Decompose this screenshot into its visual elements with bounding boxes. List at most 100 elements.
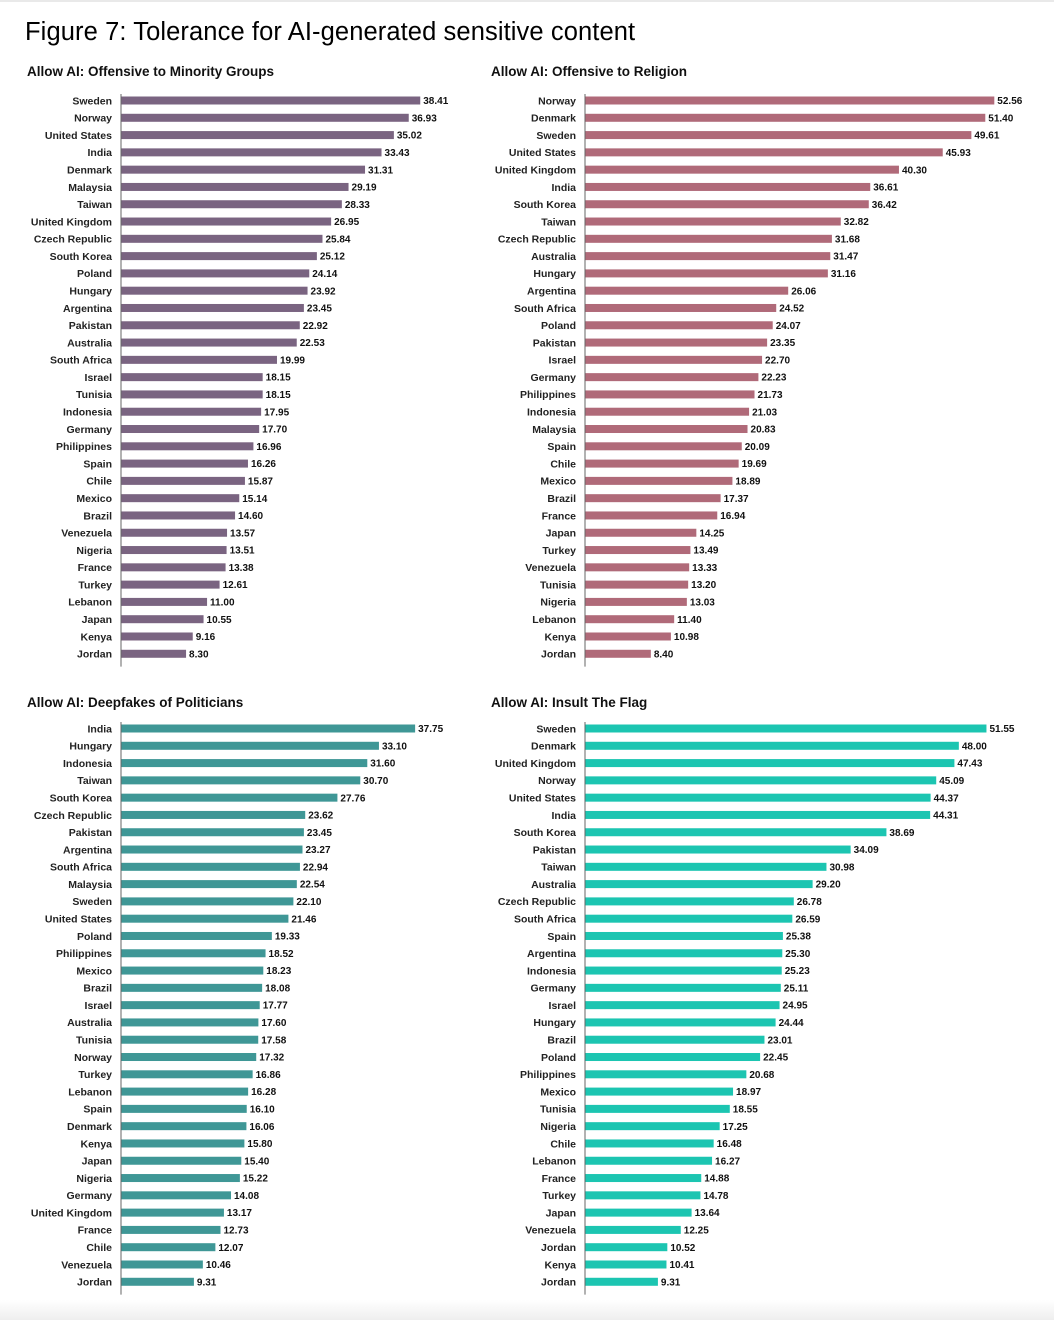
category-label: United Kingdom — [31, 1207, 112, 1219]
category-label: Germany — [530, 372, 576, 384]
category-label: Venezuela — [525, 562, 576, 574]
data-label: 23.27 — [305, 845, 330, 856]
bar — [585, 1053, 761, 1062]
data-label: 18.89 — [735, 476, 760, 487]
category-label: Indonesia — [63, 407, 112, 419]
category-label: Sweden — [536, 130, 576, 142]
data-label: 10.52 — [670, 1243, 695, 1254]
data-label: 19.99 — [280, 355, 305, 366]
data-label: 14.78 — [703, 1191, 728, 1202]
data-label: 18.15 — [266, 373, 291, 384]
data-label: 28.33 — [345, 200, 370, 211]
bar — [121, 355, 277, 364]
category-label: Brazil — [547, 1035, 576, 1047]
category-label: Chile — [86, 1242, 112, 1254]
category-label: Kenya — [544, 631, 576, 643]
category-label: South Africa — [50, 862, 112, 874]
data-label: 32.82 — [844, 217, 869, 228]
category-label: United Kingdom — [495, 758, 576, 770]
data-label: 16.96 — [256, 442, 281, 453]
category-label: Australia — [531, 251, 576, 263]
category-label: Spain — [547, 931, 576, 943]
bar — [585, 597, 687, 606]
data-label: 36.93 — [412, 113, 437, 124]
category-label: Taiwan — [77, 775, 112, 787]
bar-chart-svg: Norway 52.56 Denmark 51.40 Sweden 49.61 United… — [495, 94, 1023, 667]
bar — [121, 1191, 232, 1200]
data-label: 23.62 — [308, 811, 333, 822]
data-label: 12.07 — [218, 1243, 243, 1254]
category-label: South Korea — [514, 199, 577, 211]
category-label: Denmark — [531, 741, 576, 753]
bar — [121, 425, 260, 434]
bar — [585, 200, 869, 209]
category-label: Poland — [541, 1052, 576, 1064]
category-label: Mexico — [76, 493, 112, 505]
category-label: Nigeria — [76, 545, 112, 557]
data-label: 13.20 — [691, 580, 716, 591]
bar — [585, 1070, 747, 1079]
category-label: South Korea — [514, 827, 577, 839]
bar — [121, 407, 262, 416]
data-label: 24.44 — [779, 1018, 804, 1029]
category-label: Germany — [530, 983, 576, 995]
category-label: Lebanon — [532, 614, 576, 626]
category-label: India — [87, 147, 112, 159]
data-label: 25.12 — [320, 252, 345, 263]
bar — [121, 810, 306, 819]
data-label: 10.41 — [669, 1260, 694, 1271]
data-label: 29.19 — [352, 183, 377, 194]
category-label: Czech Republic — [34, 810, 112, 822]
bar — [585, 649, 651, 658]
category-label: South Korea — [50, 792, 113, 804]
bar — [585, 580, 689, 589]
bar — [585, 355, 763, 364]
data-label: 22.23 — [761, 373, 786, 384]
category-label: Turkey — [78, 1069, 112, 1081]
category-label: Mexico — [76, 965, 112, 977]
data-label: 14.88 — [704, 1174, 729, 1185]
category-label: Norway — [74, 113, 112, 125]
category-label: Spain — [547, 441, 576, 453]
bar — [121, 649, 187, 658]
bar — [121, 321, 300, 330]
bar — [585, 1001, 780, 1010]
data-label: 24.52 — [779, 304, 804, 315]
category-label: Tunisia — [540, 1104, 576, 1116]
bar — [121, 1277, 194, 1286]
data-label: 12.61 — [223, 580, 248, 591]
bar — [121, 966, 264, 975]
category-label: Chile — [550, 1138, 576, 1150]
bar — [585, 1035, 765, 1044]
bar — [121, 632, 193, 641]
bar — [121, 217, 332, 226]
category-label: United Kingdom — [31, 216, 112, 228]
category-label: Hungary — [533, 1017, 576, 1029]
bar — [585, 1208, 692, 1217]
bar — [585, 1225, 681, 1234]
data-label: 40.30 — [902, 165, 927, 176]
category-label: Venezuela — [61, 528, 112, 540]
data-label: 48.00 — [962, 741, 987, 752]
category-label: France — [78, 562, 113, 574]
bar — [585, 425, 748, 434]
data-label: 13.64 — [695, 1208, 720, 1219]
category-label: Malaysia — [68, 182, 112, 194]
data-label: 24.95 — [783, 1001, 808, 1012]
data-label: 18.55 — [733, 1104, 758, 1115]
bar — [121, 759, 368, 768]
bar — [121, 983, 263, 992]
category-label: India — [551, 810, 576, 822]
data-label: 22.94 — [303, 862, 328, 873]
bar — [121, 880, 297, 889]
data-label: 21.03 — [752, 407, 777, 418]
bar — [121, 897, 294, 906]
category-label: Israel — [549, 1000, 577, 1012]
bar — [121, 1087, 249, 1096]
data-label: 13.33 — [692, 563, 717, 574]
category-label: South Africa — [514, 913, 576, 925]
bar — [121, 546, 227, 555]
bar — [585, 1087, 734, 1096]
data-label: 51.55 — [989, 724, 1014, 735]
category-label: Pakistan — [533, 844, 576, 856]
